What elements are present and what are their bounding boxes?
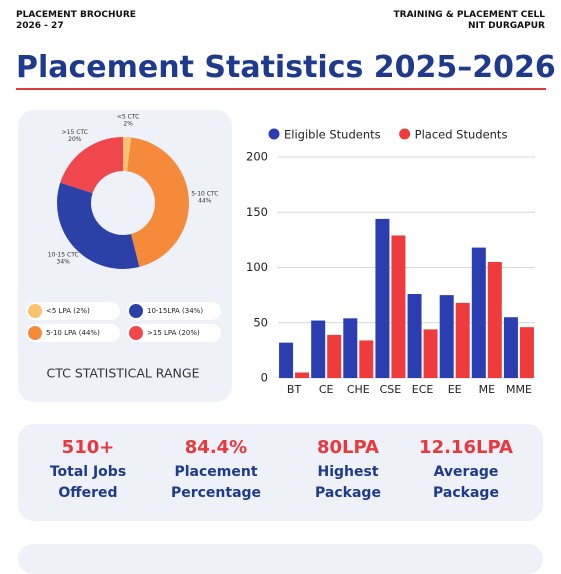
stat-value: 80LPA xyxy=(317,437,379,458)
slice-value: 34% xyxy=(57,259,71,266)
stat: 80LPA Highest Package xyxy=(288,437,408,504)
stat-value: 12.16LPA xyxy=(419,437,513,458)
stat-label: Placement Percentage xyxy=(170,464,262,501)
x-tick-label: MME xyxy=(506,383,532,396)
page: PLACEMENT BROCHURE 2026 - 27 TRAINING & … xyxy=(16,10,556,574)
y-tick-label: 200 xyxy=(246,150,268,164)
y-tick-label: 50 xyxy=(253,315,268,329)
legend-pill xyxy=(26,302,120,320)
bar xyxy=(487,261,502,378)
legend-pill xyxy=(26,324,120,342)
x-tick-label: ECE xyxy=(412,383,434,396)
slice-label: >15 CTC xyxy=(62,129,88,136)
bar xyxy=(327,334,342,378)
legend-label: Placed Students xyxy=(415,128,508,142)
legend-swatch xyxy=(129,326,143,340)
stat-label: Average Package xyxy=(433,464,499,501)
y-tick-label: 150 xyxy=(246,205,268,219)
y-tick-label: 0 xyxy=(261,371,268,385)
legend-swatch xyxy=(28,304,42,318)
stat-value: 84.4% xyxy=(184,437,248,458)
stat-label: Total Jobs Offered xyxy=(49,464,127,501)
stat-value: 510+ xyxy=(61,437,115,458)
bar xyxy=(503,317,518,378)
slice-label: <5 CTC xyxy=(117,114,139,121)
bar xyxy=(311,320,326,378)
bar xyxy=(295,372,310,378)
bar xyxy=(439,295,454,378)
title-rule xyxy=(16,88,546,90)
y-tick-label: 100 xyxy=(246,260,268,274)
legend-swatch xyxy=(129,304,143,318)
legend-label: >15 LPA (20%) xyxy=(147,329,200,337)
slice-value: 44% xyxy=(198,197,212,204)
x-tick-label: BT xyxy=(287,383,302,396)
bar xyxy=(343,318,358,378)
bar xyxy=(375,218,390,378)
legend-label: 5-10 LPA (44%) xyxy=(46,329,100,337)
stat-label: Highest Package xyxy=(315,464,381,501)
header-left: PLACEMENT BROCHURE 2026 - 27 xyxy=(16,10,136,32)
slice-value: 20% xyxy=(68,136,82,143)
legend-pill xyxy=(127,302,221,320)
bar xyxy=(423,329,438,378)
donut-slice xyxy=(57,182,140,269)
donut-slice xyxy=(60,137,123,194)
bar xyxy=(359,340,374,378)
slice-label: 5-10 CTC xyxy=(191,190,218,197)
x-tick-label: EE xyxy=(448,383,462,396)
donut-subtitle: CTC STATISTICAL RANGE xyxy=(47,366,200,381)
stat: 12.16LPA Average Package xyxy=(406,437,526,504)
x-tick-label: CHE xyxy=(347,383,370,396)
legend-label: Eligible Students xyxy=(284,128,381,142)
legend-swatch xyxy=(399,128,411,140)
legend-swatch xyxy=(28,326,42,340)
bar xyxy=(279,342,294,378)
stat: 510+ Total Jobs Offered xyxy=(28,437,148,504)
bar xyxy=(519,327,534,378)
donut-slice xyxy=(123,137,132,172)
bar xyxy=(455,302,470,378)
legend-pill xyxy=(127,324,221,342)
x-tick-label: ME xyxy=(479,383,495,396)
institute: NIT DURGAPUR xyxy=(467,21,545,31)
donut-slice xyxy=(127,137,189,267)
legend-label: 10-15LPA (34%) xyxy=(147,307,203,315)
page-title: Placement Statistics 2025–2026 xyxy=(16,50,556,85)
legend-label: <5 LPA (2%) xyxy=(46,307,90,315)
stats-card xyxy=(18,424,543,521)
bar xyxy=(407,294,422,378)
cell: TRAINING & PLACEMENT CELL xyxy=(393,10,545,20)
legend-swatch xyxy=(268,128,280,140)
year: 2026 - 27 xyxy=(16,21,64,31)
header-right: TRAINING & PLACEMENT CELL NIT DURGAPUR xyxy=(394,10,545,32)
bar xyxy=(471,247,486,378)
bar xyxy=(391,235,406,378)
stat: 84.4% Placement Percentage xyxy=(156,437,276,504)
x-tick-label: CE xyxy=(319,383,334,396)
x-tick-label: CSE xyxy=(380,383,402,396)
slice-label: 10-15 CTC xyxy=(48,252,79,259)
brochure: PLACEMENT BROCHURE xyxy=(16,10,136,20)
slice-value: 2% xyxy=(123,121,133,128)
